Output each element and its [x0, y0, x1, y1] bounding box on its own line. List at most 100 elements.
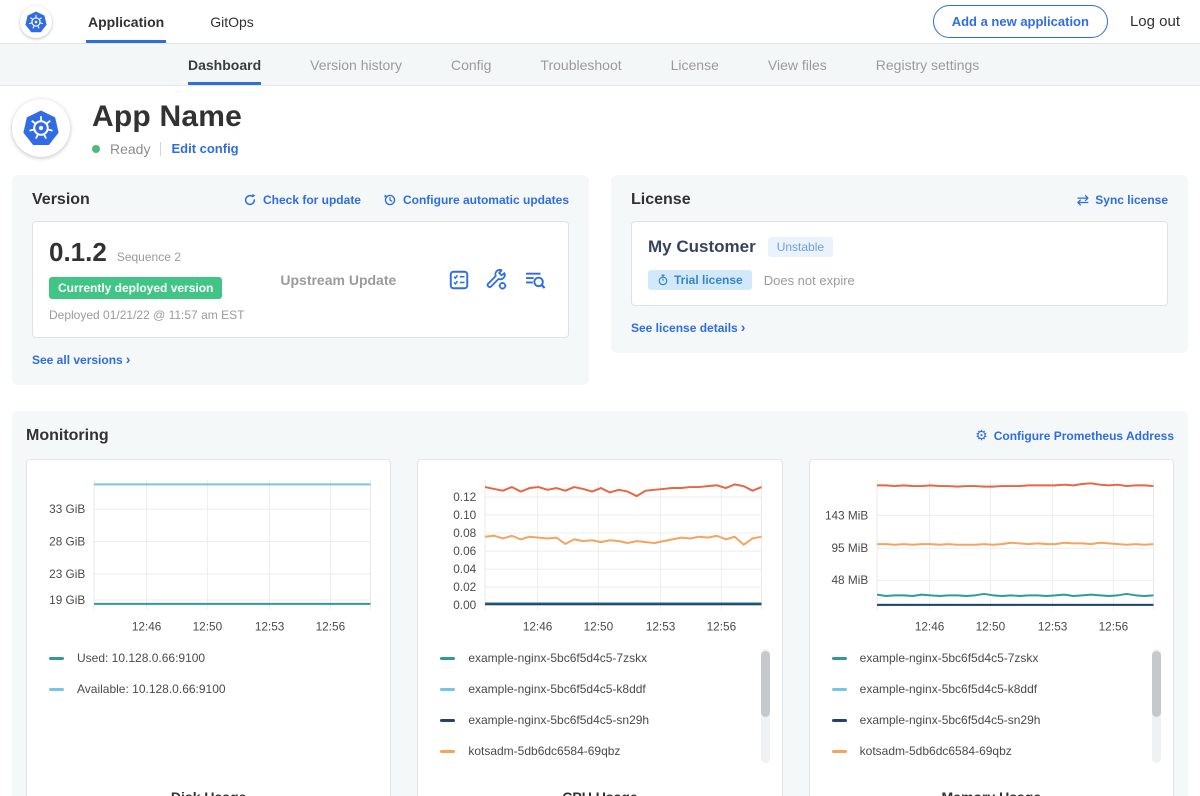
legend-scrollbar-thumb[interactable]: [761, 651, 770, 717]
chart-title: Memory Usage: [822, 775, 1161, 796]
tab-license-label: License: [671, 57, 719, 73]
see-all-versions-link[interactable]: See all versions›: [32, 353, 130, 367]
see-license-details-label: See license details: [631, 321, 738, 335]
svg-text:12:53: 12:53: [255, 619, 285, 633]
current-version-panel: 0.1.2 Sequence 2 Currently deployed vers…: [32, 221, 569, 338]
legend-item: kotsadm-5db6dc6584-69qbz: [832, 744, 1139, 758]
legend-scrollbar-track[interactable]: [1152, 649, 1161, 763]
version-card: Version Check for update: [12, 175, 589, 385]
cpu-usage-chart-card: 12:4612:5012:5312:560.000.020.040.060.08…: [417, 459, 782, 796]
legend-scrollbar-thumb[interactable]: [1152, 651, 1161, 717]
license-card-title: License: [631, 191, 691, 209]
tab-config[interactable]: Config: [451, 44, 491, 85]
disk-usage-chart: 12:4612:5012:5312:5619 GiB23 GiB28 GiB33…: [39, 472, 378, 641]
tab-gitops[interactable]: GitOps: [208, 0, 256, 43]
legend-color-dash: [832, 750, 847, 753]
see-license-details-link[interactable]: See license details›: [631, 321, 745, 335]
version-number: 0.1.2: [49, 237, 107, 268]
tab-troubleshoot-label: Troubleshoot: [540, 57, 621, 73]
svg-text:12:56: 12:56: [707, 619, 737, 633]
edit-config-link[interactable]: Edit config: [171, 141, 238, 156]
legend-color-dash: [832, 657, 847, 660]
version-card-title: Version: [32, 191, 90, 209]
check-for-update-link[interactable]: Check for update: [243, 193, 361, 207]
see-all-versions-label: See all versions: [32, 353, 123, 367]
memory-usage-chart-card: 12:4612:5012:5312:5648 MiB95 MiB143 MiB …: [809, 459, 1174, 796]
app-subnav: Dashboard Version history Config Trouble…: [0, 44, 1200, 86]
tab-application[interactable]: Application: [86, 0, 166, 43]
legend-item: Available: 10.128.0.66:9100: [49, 682, 356, 696]
tab-troubleshoot[interactable]: Troubleshoot: [540, 44, 621, 85]
configure-automatic-updates-link[interactable]: Configure automatic updates: [383, 193, 569, 207]
check-for-update-label: Check for update: [263, 193, 361, 207]
svg-text:28 GiB: 28 GiB: [49, 534, 85, 548]
cpu-usage-legend: example-nginx-5bc6f5d4c5-7zskx example-ng…: [440, 651, 769, 775]
add-application-button[interactable]: Add a new application: [933, 5, 1108, 38]
svg-text:48 MiB: 48 MiB: [831, 573, 868, 587]
checklist-icon[interactable]: [448, 269, 470, 291]
tab-view-files[interactable]: View files: [768, 44, 827, 85]
memory-usage-legend: example-nginx-5bc6f5d4c5-7zskx example-ng…: [832, 651, 1161, 775]
legend-scrollbar-track[interactable]: [761, 649, 770, 763]
wrench-gear-icon[interactable]: [486, 269, 508, 291]
configure-prometheus-link[interactable]: ⚙ Configure Prometheus Address: [975, 428, 1174, 444]
legend-item: example-nginx-5bc6f5d4c5-7zskx: [832, 651, 1139, 665]
legend-item: Used: 10.128.0.66:9100: [49, 651, 356, 665]
logout-link[interactable]: Log out: [1130, 13, 1180, 30]
monitoring-title: Monitoring: [26, 427, 109, 445]
stopwatch-icon: [657, 274, 669, 286]
clock-history-icon: [383, 193, 397, 207]
license-expiry: Does not expire: [764, 273, 855, 288]
divider: [160, 142, 161, 156]
svg-text:0.10: 0.10: [454, 508, 477, 522]
legend-label: example-nginx-5bc6f5d4c5-k8ddf: [468, 682, 645, 696]
legend-label: example-nginx-5bc6f5d4c5-7zskx: [860, 651, 1039, 665]
svg-text:0.00: 0.00: [454, 598, 477, 612]
svg-text:12:50: 12:50: [975, 619, 1005, 633]
deployed-timestamp: Deployed 01/21/22 @ 11:57 am EST: [49, 308, 280, 322]
tab-application-label: Application: [88, 14, 164, 30]
main-content: Version Check for update: [0, 175, 1200, 796]
disk-usage-chart-card: 12:4612:5012:5312:5619 GiB23 GiB28 GiB33…: [26, 459, 391, 796]
trial-license-label: Trial license: [674, 273, 743, 287]
legend-item: kotsadm-5db6dc6584-69qbz: [440, 744, 747, 758]
svg-text:0.12: 0.12: [454, 490, 477, 504]
svg-text:12:46: 12:46: [523, 619, 553, 633]
customer-name: My Customer: [648, 237, 756, 257]
tab-version-history[interactable]: Version history: [310, 44, 402, 85]
svg-text:0.04: 0.04: [454, 562, 477, 576]
svg-text:33 GiB: 33 GiB: [49, 502, 85, 516]
tab-version-history-label: Version history: [310, 57, 402, 73]
chevron-right-icon: ›: [741, 319, 746, 335]
svg-text:0.06: 0.06: [454, 544, 477, 558]
tab-license[interactable]: License: [671, 44, 719, 85]
svg-text:0.02: 0.02: [454, 580, 477, 594]
diff-search-icon[interactable]: [524, 269, 546, 291]
sync-license-link[interactable]: ⇄ Sync license: [1077, 191, 1168, 209]
legend-item: example-nginx-5bc6f5d4c5-k8ddf: [832, 682, 1139, 696]
legend-label: example-nginx-5bc6f5d4c5-sn29h: [860, 713, 1041, 727]
sequence-label: Sequence 2: [117, 250, 181, 264]
legend-color-dash: [49, 688, 64, 691]
tab-dashboard[interactable]: Dashboard: [188, 44, 261, 85]
monitoring-section: Monitoring ⚙ Configure Prometheus Addres…: [12, 411, 1188, 796]
tab-registry-settings[interactable]: Registry settings: [876, 44, 979, 85]
sync-license-label: Sync license: [1095, 193, 1168, 207]
legend-label: Available: 10.128.0.66:9100: [77, 682, 226, 696]
disk-usage-legend: Used: 10.128.0.66:9100 Available: 10.128.…: [49, 651, 378, 713]
page-title: App Name: [92, 100, 242, 134]
svg-text:19 GiB: 19 GiB: [49, 593, 85, 607]
legend-color-dash: [440, 657, 455, 660]
tab-dashboard-label: Dashboard: [188, 57, 261, 73]
legend-label: example-nginx-5bc6f5d4c5-7zskx: [468, 651, 647, 665]
svg-text:12:50: 12:50: [584, 619, 614, 633]
legend-label: example-nginx-5bc6f5d4c5-k8ddf: [860, 682, 1037, 696]
svg-text:95 MiB: 95 MiB: [831, 541, 868, 555]
legend-label: kotsadm-5db6dc6584-69qbz: [468, 744, 620, 758]
legend-color-dash: [832, 719, 847, 722]
legend-label: kotsadm-5db6dc6584-69qbz: [860, 744, 1012, 758]
chart-title: CPU Usage: [430, 775, 769, 796]
legend-color-dash: [440, 719, 455, 722]
legend-item: example-nginx-5bc6f5d4c5-k8ddf: [440, 682, 747, 696]
cpu-usage-chart: 12:4612:5012:5312:560.000.020.040.060.08…: [430, 472, 769, 641]
